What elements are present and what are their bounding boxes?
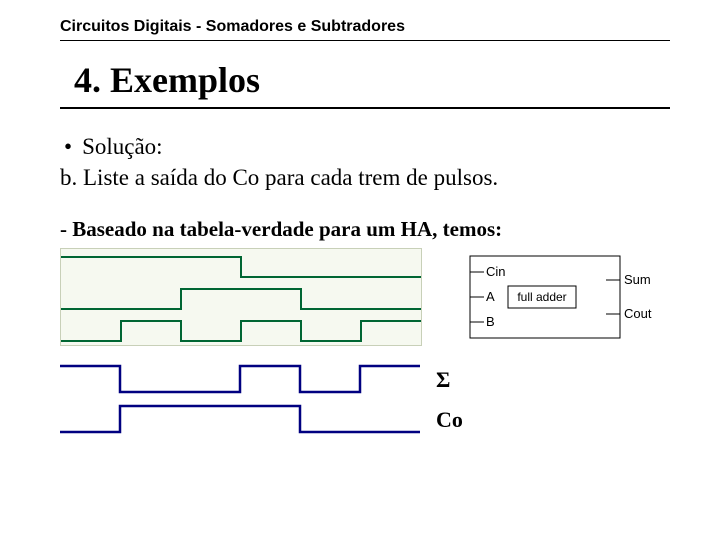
svg-text:A: A: [486, 289, 495, 304]
body-text: • Solução: b. Liste a saída do Co para c…: [60, 131, 670, 193]
sigma-waveform: [60, 360, 420, 400]
input-waveform: [60, 248, 422, 346]
bullet-text: Solução:: [82, 131, 163, 162]
sigma-label: Σ: [436, 367, 450, 393]
svg-text:Sum: Sum: [624, 272, 651, 287]
page-header: Circuitos Digitais - Somadores e Subtrad…: [60, 18, 670, 41]
svg-text:Cin: Cin: [486, 264, 506, 279]
line-b: b. Liste a saída do Co para cada trem de…: [60, 162, 670, 193]
svg-text:Cout: Cout: [624, 306, 652, 321]
section-title: 4. Exemplos: [60, 57, 670, 109]
co-waveform: [60, 400, 420, 440]
svg-text:full adder: full adder: [517, 290, 566, 304]
co-label: Co: [436, 407, 463, 433]
full-adder-diagram: Cin ABfull adder Sum Cout: [436, 250, 656, 344]
subnote: - Baseado na tabela-verdade para um HA, …: [60, 217, 670, 242]
svg-text:B: B: [486, 314, 495, 329]
bullet-dot: •: [64, 131, 72, 162]
